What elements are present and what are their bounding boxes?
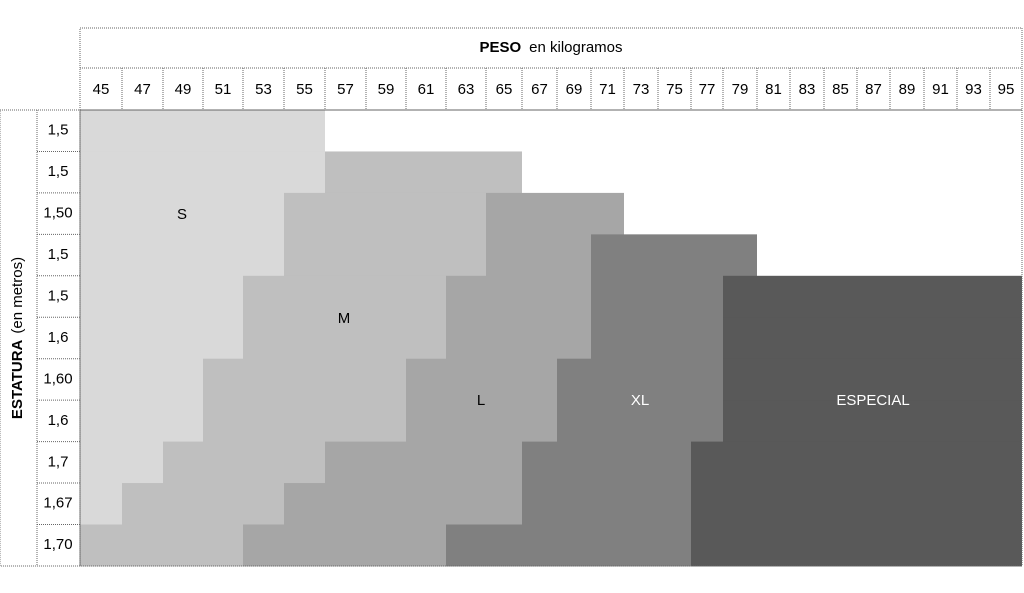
weight-label: 89 [899, 81, 916, 98]
zone-cell [80, 524, 243, 567]
zone-cell [163, 441, 325, 484]
zone-cell [80, 400, 203, 443]
zone-cell [80, 192, 284, 235]
zone-cell [325, 441, 522, 484]
zone-cell [80, 234, 284, 277]
height-label: 1,5 [48, 163, 69, 180]
zone-cell [591, 234, 757, 277]
zone-cell [446, 317, 591, 360]
zone-cell [284, 234, 486, 277]
zone-cell [486, 192, 624, 235]
zone-label: XL [631, 392, 649, 409]
weight-label: 57 [337, 81, 354, 98]
height-label: 1,6 [48, 329, 69, 346]
zone-cell [80, 358, 203, 401]
zone-cell [691, 483, 1022, 525]
zone-cell [203, 358, 406, 401]
zone-cell [122, 483, 284, 525]
weight-label: 81 [765, 81, 782, 98]
weight-label: 49 [175, 81, 192, 98]
side-title-main: ESTATURA [9, 339, 26, 419]
weight-label: 65 [496, 81, 513, 98]
weight-label: 67 [531, 81, 548, 98]
zone-cell [691, 524, 1022, 567]
zone-cell [446, 524, 691, 567]
weight-label: 73 [633, 81, 650, 98]
side-border [0, 109, 81, 567]
zone-cell [522, 483, 691, 525]
height-label: 1,5 [48, 287, 69, 304]
zone-cell [557, 400, 723, 443]
zone-label: S [177, 206, 187, 223]
zone-cell [406, 400, 557, 443]
weight-label: 51 [215, 81, 232, 98]
height-label: 1,5 [48, 122, 69, 139]
side-title: ESTATURA (en metros) [9, 257, 26, 419]
zone-cell [723, 358, 1022, 401]
zone-cell [80, 483, 122, 525]
weight-label: 55 [296, 81, 313, 98]
zone-cell [591, 275, 723, 318]
zone-cell [80, 441, 163, 484]
zone-cell [284, 483, 522, 525]
weight-label: 71 [599, 81, 616, 98]
weight-label: 79 [732, 81, 749, 98]
zone-cell [243, 275, 446, 318]
zone-cell [243, 524, 446, 567]
zone-cell [691, 441, 1022, 484]
zone-cell [284, 192, 486, 235]
weight-label: 63 [458, 81, 475, 98]
height-label: 1,60 [43, 370, 72, 387]
weight-label: 45 [93, 81, 110, 98]
weight-label: 59 [378, 81, 395, 98]
weight-label: 95 [998, 81, 1015, 98]
zone-cell [80, 275, 243, 318]
header-unit: en kilogramos [529, 39, 622, 56]
zone-cell [446, 275, 591, 318]
zone-cell [723, 400, 1022, 443]
zone-cell [486, 234, 591, 277]
zone-cell [80, 151, 325, 194]
weight-label: 87 [865, 81, 882, 98]
zone-cell [406, 358, 557, 401]
header-title: PESO en kilogramos [479, 39, 622, 56]
weight-label: 61 [418, 81, 435, 98]
weight-label: 93 [965, 81, 982, 98]
zone-label: M [338, 310, 351, 327]
height-label: 1,70 [43, 536, 72, 553]
zone-cell [243, 317, 446, 360]
zone-cell [80, 317, 243, 360]
zone-cell [591, 317, 723, 360]
zone-cell [203, 400, 406, 443]
weight-label: 83 [799, 81, 816, 98]
height-label: 1,67 [43, 495, 72, 512]
zone-cell [522, 441, 691, 484]
weight-label: 47 [134, 81, 151, 98]
zone-cell [557, 358, 723, 401]
weight-label: 69 [566, 81, 583, 98]
zone-label: L [477, 392, 485, 409]
height-label: 1,7 [48, 453, 69, 470]
zone-cell [325, 151, 522, 194]
zone-label: ESPECIAL [836, 392, 909, 409]
zone-cell [80, 110, 325, 152]
height-label: 1,50 [43, 205, 72, 222]
height-label: 1,5 [48, 246, 69, 263]
grid-border [79, 109, 1023, 567]
weight-label: 53 [255, 81, 272, 98]
zone-cell [723, 275, 1022, 318]
weight-label: 77 [699, 81, 716, 98]
zone-cell [723, 317, 1022, 360]
height-label: 1,6 [48, 412, 69, 429]
side-unit: (en metros) [9, 257, 26, 334]
weight-label: 75 [666, 81, 683, 98]
header-title-main: PESO [479, 39, 521, 56]
weight-label: 91 [932, 81, 949, 98]
weight-label: 85 [832, 81, 849, 98]
